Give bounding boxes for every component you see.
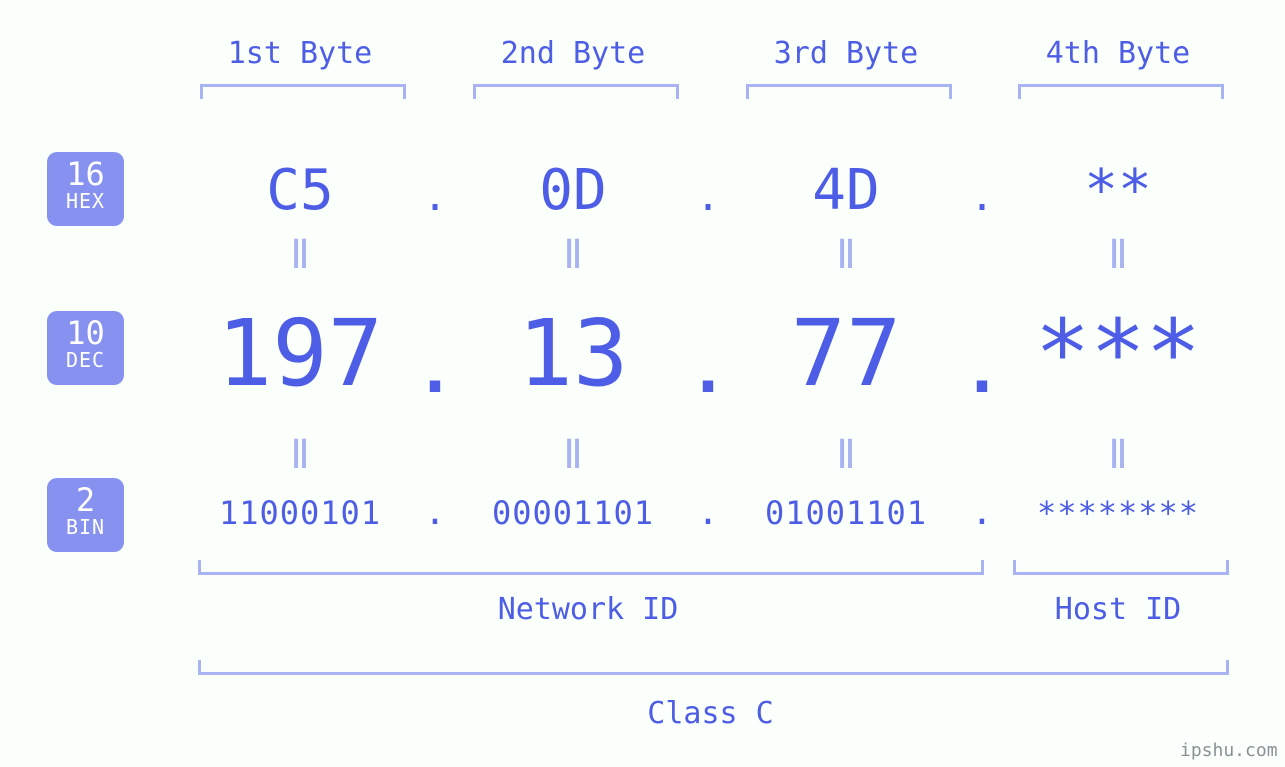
top-bracket-2	[473, 84, 679, 99]
base-radix-dec: 10	[47, 317, 124, 349]
eq-1-4: ǁ	[1098, 232, 1138, 278]
base-name-dec: DEC	[47, 349, 124, 371]
base-name-hex: HEX	[47, 190, 124, 212]
top-bracket-1	[200, 84, 406, 99]
network-bracket	[198, 560, 984, 575]
byte-header-1: 1st Byte	[200, 36, 400, 71]
top-bracket-3	[746, 84, 952, 99]
base-name-bin: BIN	[47, 516, 124, 538]
eq-2-1: ǁ	[280, 432, 320, 478]
byte-header-4: 4th Byte	[1018, 36, 1218, 71]
hex-byte-2: 0D	[463, 158, 683, 223]
bin-byte-2: 00001101	[448, 494, 698, 532]
dec-byte-3: 77	[716, 300, 976, 407]
hex-byte-3: 4D	[736, 158, 956, 223]
hex-byte-1: C5	[190, 158, 410, 223]
dec-byte-4: ***	[988, 300, 1248, 407]
bin-byte-3: 01001101	[721, 494, 971, 532]
base-badge-dec: 10 DEC	[47, 311, 124, 385]
bin-byte-4: ********	[993, 494, 1243, 532]
byte-header-2: 2nd Byte	[473, 36, 673, 71]
eq-2-3: ǁ	[826, 432, 866, 478]
network-label: Network ID	[198, 592, 978, 627]
host-label: Host ID	[1013, 592, 1223, 627]
class-label: Class C	[198, 696, 1223, 731]
base-radix-bin: 2	[47, 484, 124, 516]
bin-byte-1: 11000101	[175, 494, 425, 532]
base-badge-bin: 2 BIN	[47, 478, 124, 552]
host-bracket	[1013, 560, 1229, 575]
base-badge-hex: 16 HEX	[47, 152, 124, 226]
eq-1-3: ǁ	[826, 232, 866, 278]
eq-2-4: ǁ	[1098, 432, 1138, 478]
hex-dot-1: .	[415, 174, 455, 220]
watermark: ipshu.com	[1180, 740, 1278, 761]
dec-byte-1: 197	[170, 300, 430, 407]
byte-header-3: 3rd Byte	[746, 36, 946, 71]
base-radix-hex: 16	[47, 158, 124, 190]
top-bracket-4	[1018, 84, 1224, 99]
dec-byte-2: 13	[443, 300, 703, 407]
hex-byte-4: **	[1008, 158, 1228, 223]
eq-1-2: ǁ	[553, 232, 593, 278]
hex-dot-2: .	[688, 174, 728, 220]
hex-dot-3: .	[962, 174, 1002, 220]
bin-dot-1: .	[420, 492, 450, 533]
class-bracket	[198, 660, 1229, 675]
eq-1-1: ǁ	[280, 232, 320, 278]
bin-dot-2: .	[693, 492, 723, 533]
eq-2-2: ǁ	[553, 432, 593, 478]
